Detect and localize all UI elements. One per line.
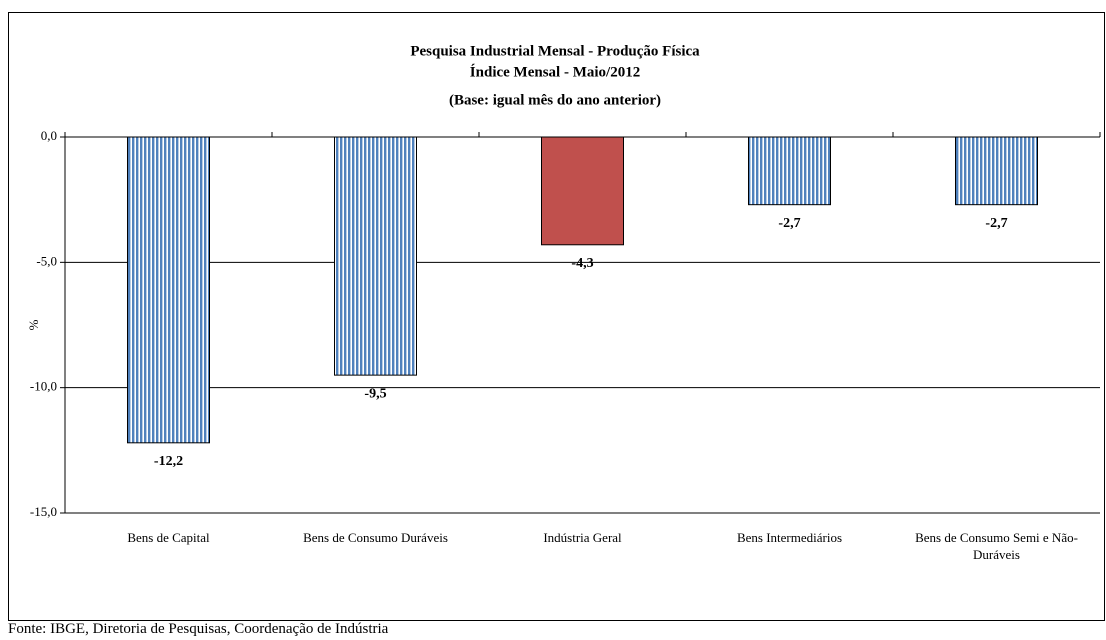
data-label: -2,7 bbox=[778, 216, 800, 231]
y-tick-label: -5,0 bbox=[36, 253, 57, 268]
data-label: -2,7 bbox=[985, 216, 1007, 231]
x-tick-label: Bens de Consumo Duráveis bbox=[303, 530, 448, 545]
data-label: -4,3 bbox=[571, 256, 593, 271]
bar bbox=[127, 136, 210, 444]
chart-subtitle: (Base: igual mês do ano anterior) bbox=[449, 92, 661, 108]
chart-subtitle: Índice Mensal - Maio/2012 bbox=[470, 63, 640, 80]
bar bbox=[334, 136, 417, 376]
data-label: -12,2 bbox=[154, 454, 183, 469]
y-tick-label: -15,0 bbox=[30, 504, 57, 519]
x-tick-label: Bens de Capital bbox=[127, 530, 210, 545]
source-note: Fonte: IBGE, Diretoria de Pesquisas, Coo… bbox=[8, 621, 389, 637]
x-tick-label: Indústria Geral bbox=[543, 530, 622, 545]
chart-title: Pesquisa Industrial Mensal - Produção Fí… bbox=[410, 43, 700, 59]
x-tick-label: Bens de Consumo Semi e Não-Duráveis bbox=[915, 530, 1078, 562]
bar bbox=[541, 136, 624, 246]
y-tick-label: 0,0 bbox=[41, 128, 57, 143]
chart-frame bbox=[8, 12, 1105, 621]
bar bbox=[955, 136, 1038, 206]
bar bbox=[748, 136, 831, 206]
data-label: -9,5 bbox=[364, 386, 386, 401]
y-tick-label: -10,0 bbox=[30, 379, 57, 394]
x-tick-label: Bens Intermediários bbox=[736, 530, 843, 545]
y-axis-label: % bbox=[26, 319, 41, 330]
